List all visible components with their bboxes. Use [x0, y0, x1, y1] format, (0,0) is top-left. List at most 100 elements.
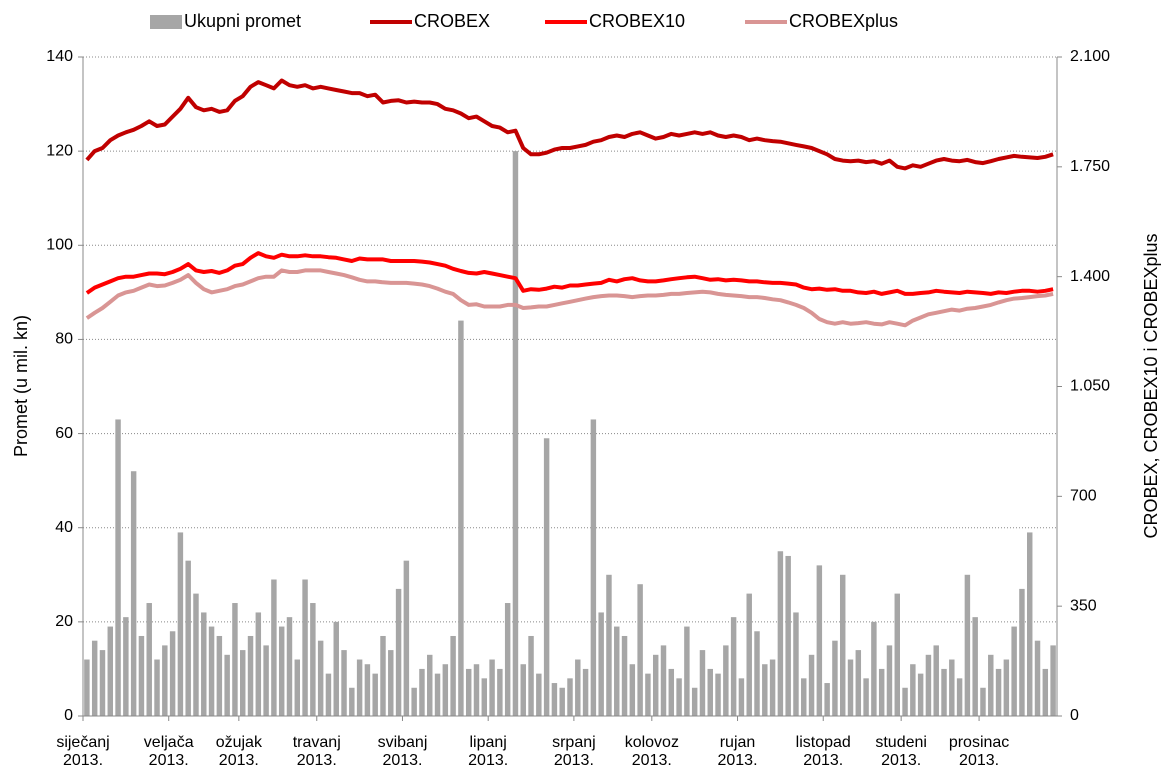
bar [450, 635, 456, 716]
bar [949, 659, 955, 716]
bar [777, 551, 784, 716]
bar [941, 668, 947, 716]
bar [255, 612, 262, 716]
bar [294, 659, 301, 716]
bar [208, 626, 215, 716]
bar [956, 678, 963, 716]
bar [762, 664, 768, 716]
bar [512, 151, 519, 717]
y-tick-label: 20 [55, 613, 73, 630]
bar [645, 673, 651, 716]
bar [224, 654, 230, 716]
bar [629, 664, 636, 716]
bar [1034, 640, 1041, 716]
bar [715, 673, 721, 716]
bar [1019, 588, 1025, 716]
bar [769, 659, 776, 716]
bar [847, 659, 854, 716]
bar [668, 668, 675, 716]
bar [886, 645, 893, 716]
legend-swatch [150, 15, 182, 29]
bar [364, 664, 371, 716]
y-tick-label: 100 [46, 237, 73, 254]
bar [567, 678, 573, 716]
bar [660, 645, 667, 716]
bar [169, 631, 176, 716]
bar [504, 603, 511, 716]
line [85, 78, 1054, 171]
bar [341, 650, 347, 716]
legend-label: CROBEXplus [789, 11, 898, 31]
bar [193, 593, 199, 716]
x-tick-label: travanj 2013. [292, 734, 341, 769]
bar [146, 603, 152, 716]
bar [528, 635, 534, 716]
legend-label: CROBEX [414, 11, 490, 31]
bar [216, 635, 223, 716]
bar [738, 678, 745, 716]
bar [325, 673, 332, 716]
bar [84, 659, 90, 716]
bar [754, 631, 760, 716]
bar [988, 654, 994, 716]
bar [676, 678, 682, 716]
line [85, 251, 1054, 296]
bar [980, 687, 986, 716]
bar [481, 678, 488, 716]
y-tick-label: 40 [55, 519, 73, 536]
bar [582, 668, 589, 716]
bar [614, 626, 620, 716]
bar [972, 617, 978, 716]
bar [606, 574, 612, 716]
bar [473, 664, 480, 716]
bar [910, 664, 916, 716]
bar [419, 668, 425, 716]
bar [278, 626, 285, 716]
bar [801, 678, 807, 716]
x-tick-label: lipanj 2013. [468, 734, 509, 769]
legend-label: CROBEX10 [589, 11, 685, 31]
bar [388, 650, 394, 716]
bar [824, 683, 830, 716]
bar [442, 664, 449, 716]
bar [894, 593, 900, 716]
y-tick-label: 0 [64, 707, 73, 724]
bar [925, 654, 932, 716]
bar [816, 565, 823, 716]
bar [99, 650, 106, 716]
bar [333, 621, 339, 716]
bar [878, 668, 885, 716]
y-tick-label: 140 [46, 48, 73, 65]
bar [871, 621, 877, 716]
bar [536, 673, 542, 716]
bar [808, 654, 815, 716]
bar [995, 668, 1002, 716]
bar [247, 635, 254, 716]
y2-tick-label: 0 [1070, 707, 1079, 724]
bar [317, 640, 324, 716]
bar [1042, 668, 1049, 716]
y2-axis-title: CROBEX, CROBEX10 i CROBEXplus [1141, 233, 1161, 538]
bar [403, 560, 410, 716]
x-tick-label: listopad 2013. [795, 734, 851, 769]
bar [123, 617, 129, 716]
y2-tick-label: 1.050 [1070, 378, 1110, 395]
bar [1050, 645, 1056, 716]
bar [162, 645, 168, 716]
bar [395, 588, 402, 716]
line [85, 268, 1054, 328]
bar [637, 584, 643, 716]
bar [497, 668, 503, 716]
x-tick-label: studeni 2013. [875, 734, 927, 769]
bar [356, 659, 363, 716]
bar [839, 574, 846, 716]
bar [917, 673, 924, 716]
bar [349, 687, 355, 716]
bar [154, 659, 160, 716]
y2-tick-label: 2.100 [1070, 48, 1110, 65]
bar [302, 579, 308, 716]
bar [964, 574, 971, 716]
y2-tick-label: 350 [1070, 597, 1097, 614]
